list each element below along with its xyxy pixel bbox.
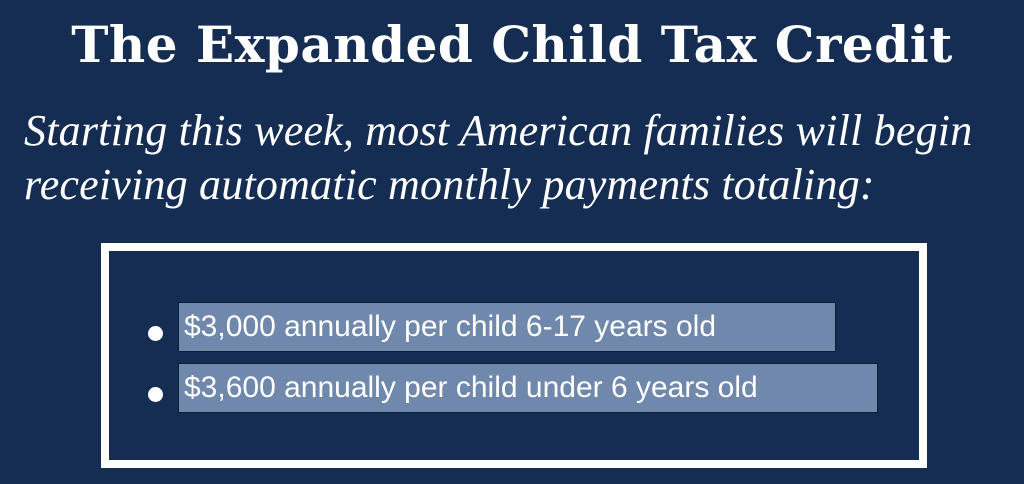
subtitle-line-1: Starting this week, most American famili…	[24, 106, 973, 155]
page-title: The Expanded Child Tax Credit	[71, 15, 953, 74]
subtitle: Starting this week, most American famili…	[24, 104, 1014, 212]
bullet-icon	[148, 387, 163, 402]
payment-box: $3,000 annually per child 6-17 years old…	[101, 243, 927, 468]
bullet-text-6-17: $3,000 annually per child 6-17 years old	[178, 302, 836, 352]
bullet-icon	[148, 326, 163, 341]
subtitle-line-2: receiving automatic monthly payments tot…	[24, 160, 875, 209]
bullet-text-under-6: $3,600 annually per child under 6 years …	[178, 363, 878, 413]
